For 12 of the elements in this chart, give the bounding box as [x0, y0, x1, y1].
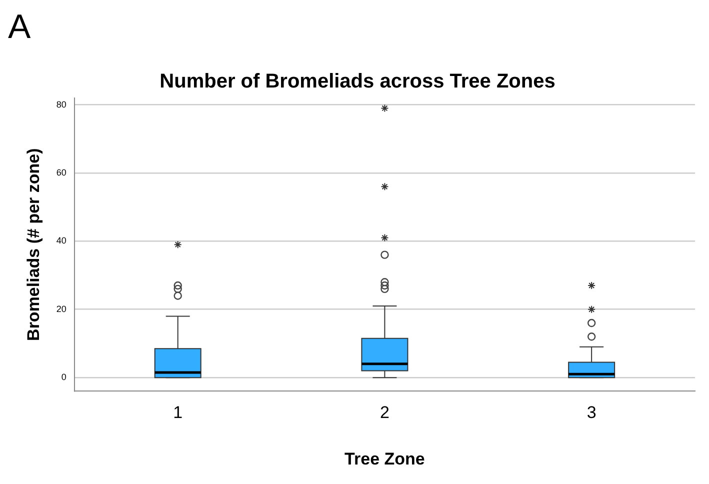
- chart-title: Number of Bromeliads across Tree Zones: [160, 70, 556, 93]
- x-tick-label: 2: [380, 403, 390, 422]
- y-tick-label: 20: [56, 304, 66, 314]
- y-axis-title: Bromeliads (# per zone): [24, 148, 43, 341]
- text: A: [8, 8, 31, 47]
- x-tick-label: 3: [586, 403, 596, 422]
- y-tick-label: 40: [56, 236, 66, 246]
- y-tick-label: 60: [56, 167, 66, 178]
- x-tick-label: 1: [173, 403, 183, 422]
- y-tick-label: 80: [56, 99, 66, 110]
- x-axis-title: Tree Zone: [344, 449, 425, 468]
- y-tick-label: 0: [61, 372, 66, 382]
